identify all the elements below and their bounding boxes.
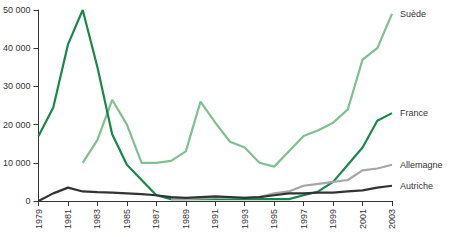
svg-text:Autriche: Autriche [400, 181, 433, 191]
svg-text:1999: 1999 [328, 209, 338, 229]
svg-text:0: 0 [26, 196, 31, 206]
svg-text:1997: 1997 [299, 209, 309, 229]
svg-text:1995: 1995 [269, 209, 279, 229]
svg-text:Allemagne: Allemagne [400, 160, 443, 170]
svg-text:1993: 1993 [240, 209, 250, 229]
svg-text:Suède: Suède [400, 9, 426, 19]
svg-text:1979: 1979 [34, 209, 44, 229]
svg-text:1991: 1991 [210, 209, 220, 229]
svg-text:30 000: 30 000 [3, 81, 31, 91]
svg-text:2003: 2003 [387, 209, 397, 229]
svg-text:20 000: 20 000 [3, 120, 31, 130]
svg-text:50 000: 50 000 [3, 5, 31, 15]
svg-text:1987: 1987 [151, 209, 161, 229]
svg-text:1985: 1985 [122, 209, 132, 229]
svg-text:1983: 1983 [92, 209, 102, 229]
svg-text:France: France [400, 108, 428, 118]
svg-text:1989: 1989 [181, 209, 191, 229]
svg-text:1981: 1981 [63, 209, 73, 229]
svg-text:10 000: 10 000 [3, 158, 31, 168]
svg-text:40 000: 40 000 [3, 43, 31, 53]
svg-text:2001: 2001 [358, 209, 368, 229]
